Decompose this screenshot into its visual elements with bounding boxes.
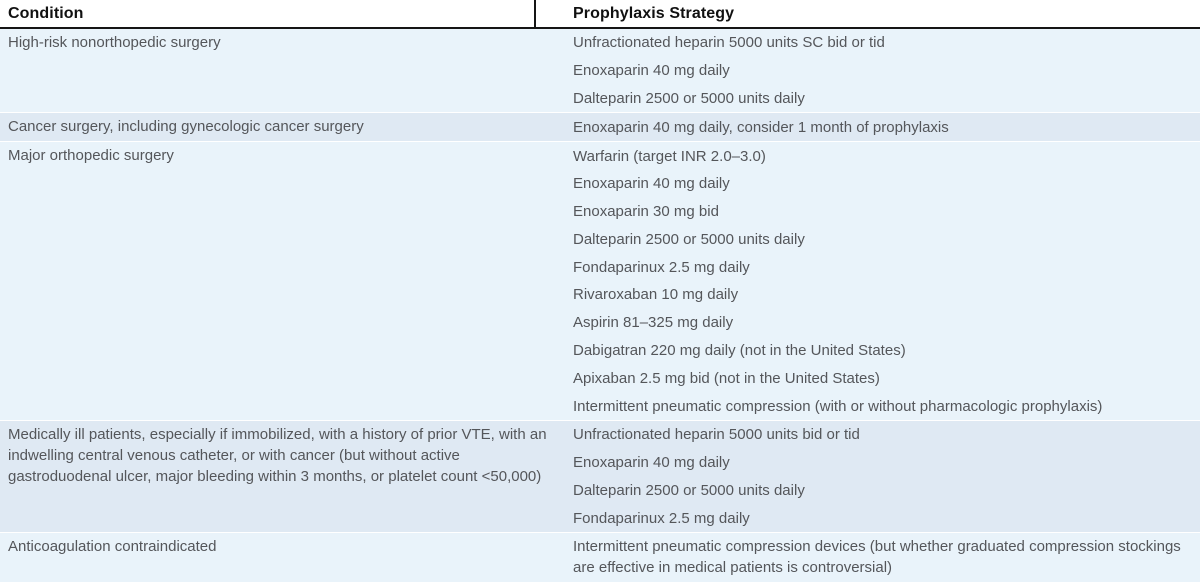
strategy-item: Enoxaparin 40 mg daily — [573, 454, 730, 472]
strategy-item: Enoxaparin 40 mg daily — [573, 175, 730, 193]
strategy-item: Enoxaparin 30 mg bid — [573, 203, 719, 221]
strategy-item: Apixaban 2.5 mg bid (not in the United S… — [573, 369, 880, 387]
strategies-cell: Warfarin (target INR 2.0–3.0) Enoxaparin … — [565, 142, 1200, 420]
strategy-item: Enoxaparin 40 mg daily — [573, 62, 730, 80]
table-row: Anticoagulation contraindicated Intermitt… — [0, 532, 1200, 582]
condition-cell: High-risk nonorthopedic surgery — [8, 34, 221, 51]
strategy-item: Dabigatran 220 mg daily (not in the Unit… — [573, 341, 906, 359]
strategy-item: Intermittent pneumatic compression devic… — [573, 538, 1181, 577]
table-row: Cancer surgery, including gynecologic ca… — [0, 112, 1200, 142]
strategy-item: Warfarin (target INR 2.0–3.0) — [573, 147, 766, 165]
table-header-row: Condition Prophylaxis Strategy — [0, 0, 1200, 29]
strategy-item: Unfractionated heparin 5000 units SC bid… — [573, 34, 885, 52]
column-header-prophylaxis-strategy: Prophylaxis Strategy — [573, 5, 735, 22]
strategies-cell: Unfractionated heparin 5000 units bid or… — [565, 421, 1200, 532]
strategy-item: Rivaroxaban 10 mg daily — [573, 286, 739, 304]
table-row: Medically ill patients, especially if im… — [0, 419, 1200, 533]
strategy-item: Aspirin 81–325 mg daily — [573, 314, 734, 332]
condition-cell: Cancer surgery, including gynecologic ca… — [8, 118, 364, 136]
condition-cell: Anticoagulation contraindicated — [8, 538, 217, 556]
strategies-cell: Intermittent pneumatic compression devic… — [565, 533, 1200, 582]
header-column-divider — [534, 0, 536, 27]
strategy-item: Fondaparinux 2.5 mg daily — [573, 258, 750, 276]
strategies-cell: Enoxaparin 40 mg daily, consider 1 month… — [565, 113, 1200, 141]
strategies-cell: Unfractionated heparin 5000 units SC bid… — [565, 29, 1200, 112]
strategy-item: Unfractionated heparin 5000 units bid or… — [573, 426, 860, 444]
strategy-item: Dalteparin 2500 or 5000 units daily — [573, 89, 805, 107]
table-row: High-risk nonorthopedic surgery Unfractio… — [0, 29, 1200, 113]
condition-cell: Major orthopedic surgery — [8, 147, 174, 165]
strategy-item: Fondaparinux 2.5 mg daily — [573, 509, 750, 527]
column-header-condition: Condition — [8, 5, 84, 22]
strategy-item: Dalteparin 2500 or 5000 units daily — [573, 481, 805, 499]
condition-cell: Medically ill patients, especially if im… — [8, 425, 547, 485]
strategy-item: Dalteparin 2500 or 5000 units daily — [573, 230, 805, 248]
table-body: High-risk nonorthopedic surgery Unfractio… — [0, 29, 1200, 582]
strategy-item: Enoxaparin 40 mg daily, consider 1 month… — [573, 118, 949, 136]
strategy-item: Intermittent pneumatic compression (with… — [573, 397, 1103, 415]
table-row: Major orthopedic surgery Warfarin (target… — [0, 141, 1200, 420]
